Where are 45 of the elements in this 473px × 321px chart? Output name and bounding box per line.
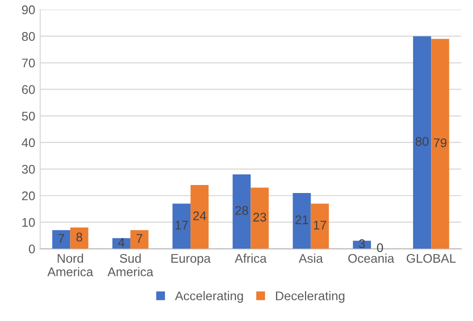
y-tick-label: 20 [22,191,35,200]
bar [112,238,130,249]
bar [52,230,70,249]
x-tick-label: GLOBAL [406,254,456,263]
x-tick-label: Sud America [108,254,154,276]
y-tick-label: 10 [22,218,35,227]
bar [172,204,191,249]
bar [292,192,311,249]
data-label: 79 [434,138,446,148]
bar [130,230,148,249]
y-tick-label: 80 [22,32,35,41]
bar [310,204,329,249]
data-label: 24 [193,211,206,220]
data-label: 28 [235,206,248,215]
data-label: 8 [76,232,82,242]
data-label: 4 [118,238,124,247]
data-label: 80 [416,136,429,146]
y-tick-label: 0 [28,244,35,254]
y-tick-label: 90 [22,5,35,14]
bar [190,185,209,249]
data-label: 7 [136,234,142,243]
y-tick-label: 50 [22,112,35,121]
bar [70,228,88,249]
data-label: 23 [253,212,266,222]
bar [413,36,432,249]
x-tick-label: Asia [298,254,323,263]
bar [232,174,251,249]
x-tick-label: Nord America [47,254,94,276]
x-tick-label: Europa [171,254,211,266]
y-tick-label: 70 [22,58,35,68]
data-label: 21 [295,215,308,224]
x-tick-label: Africa [234,254,267,263]
y-tick-label: 40 [22,138,35,148]
data-label: 3 [358,239,365,248]
bar [250,188,269,249]
legend-label: Accelerating [174,291,243,303]
data-label: 17 [176,220,188,230]
bar [431,38,450,249]
data-label: 0 [377,243,383,252]
x-tick-label: Oceania [348,254,394,263]
y-tick-label: 30 [22,164,35,174]
y-tick-label: 60 [22,85,35,94]
legend-label: Decelerating [276,291,344,303]
data-label: 7 [58,234,64,243]
data-label: 17 [314,220,326,230]
